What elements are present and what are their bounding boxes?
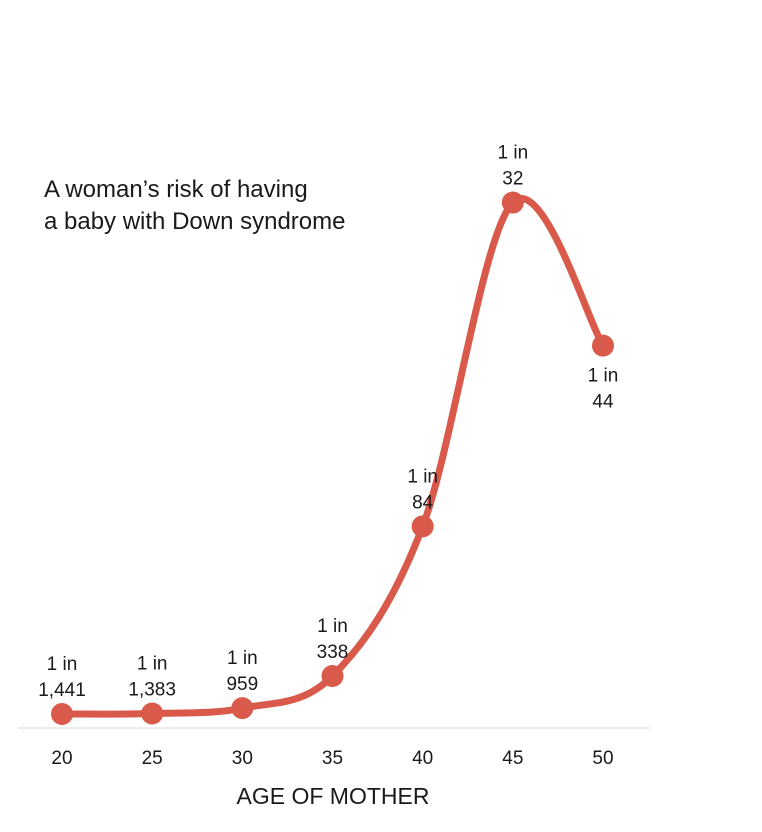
data-point-45 [501,191,524,214]
data-point-30 [231,697,254,720]
chart-title-line-1: A woman’s risk of having [44,176,308,203]
data-label-45-line-2: 32 [502,169,523,190]
x-tick-label-45: 45 [502,748,523,769]
data-label-30-line-2: 959 [226,674,258,695]
x-tick-label-25: 25 [142,748,163,769]
x-tick-label-40: 40 [412,748,433,769]
x-tick-label-20: 20 [51,748,72,769]
x-tick-label-35: 35 [322,748,343,769]
data-point-40 [411,515,434,538]
x-tick-label-30: 30 [232,748,253,769]
chart-title-line-2: a baby with Down syndrome [44,208,345,235]
data-point-50 [592,334,614,357]
data-label-40-line-1: 1 in [407,466,438,487]
data-label-45-line-1: 1 in [498,143,529,164]
data-label-20-line-2: 1,441 [38,680,86,701]
data-point-35 [321,665,344,688]
x-axis-label: AGE OF MOTHER [237,783,430,809]
data-label-30-line-1: 1 in [227,648,258,669]
data-label-50-line-1: 1 in [588,366,619,387]
data-label-35-line-1: 1 in [317,616,348,637]
x-tick-label-50: 50 [592,748,613,769]
data-label-20-line-1: 1 in [47,654,78,675]
data-label-50-line-2: 44 [592,392,614,413]
data-label-25-line-1: 1 in [137,653,168,674]
data-label-35-line-2: 338 [317,642,349,663]
data-point-25 [141,702,164,725]
data-label-25-line-2: 1,383 [128,679,176,700]
data-label-40-line-2: 84 [412,492,434,513]
data-point-20 [51,703,73,725]
